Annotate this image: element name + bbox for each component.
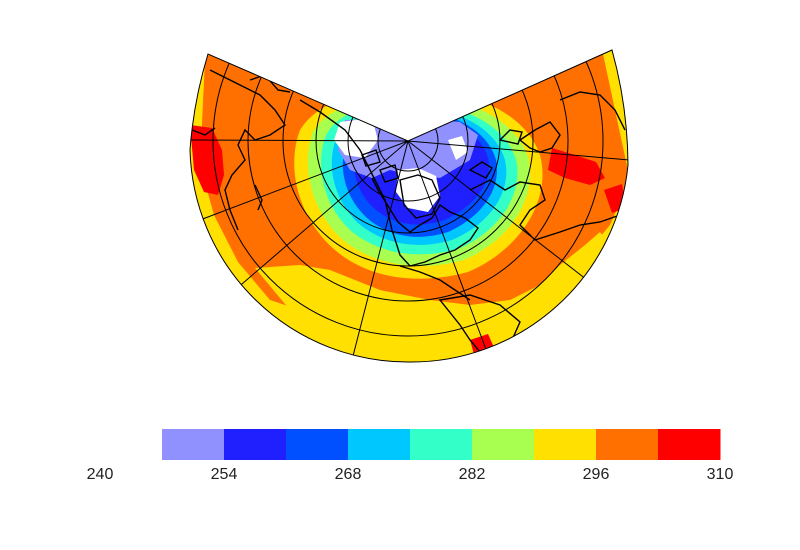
colorbar-swatch <box>224 429 287 460</box>
band-white-west <box>334 118 378 158</box>
colorbar-tick-label: 282 <box>458 466 486 483</box>
colorbar <box>162 429 721 460</box>
colorbar-tick-label: 310 <box>706 466 734 483</box>
band-yellow-belt <box>255 232 610 340</box>
map-boundary <box>189 49 629 363</box>
graticule <box>190 50 628 361</box>
colorbar-tick-label: 268 <box>334 466 362 483</box>
colorbar-swatch <box>162 429 225 460</box>
band-white-east <box>448 136 468 160</box>
colorbar-swatch <box>286 429 349 460</box>
colorbar-swatch <box>348 429 411 460</box>
band-red-west <box>190 125 224 195</box>
colorbar-swatch <box>472 429 535 460</box>
colorbar-swatch <box>658 429 721 460</box>
colorbar-tick-label: 296 <box>582 466 610 483</box>
colorbar-tick-label: 254 <box>210 466 238 483</box>
colorbar-swatch <box>534 429 597 460</box>
colorbar-swatch <box>596 429 659 460</box>
colorbar-tick-label: 240 <box>86 466 114 483</box>
band-red-east <box>548 148 605 185</box>
temperature-field <box>190 50 628 363</box>
colorbar-swatch <box>410 429 473 460</box>
